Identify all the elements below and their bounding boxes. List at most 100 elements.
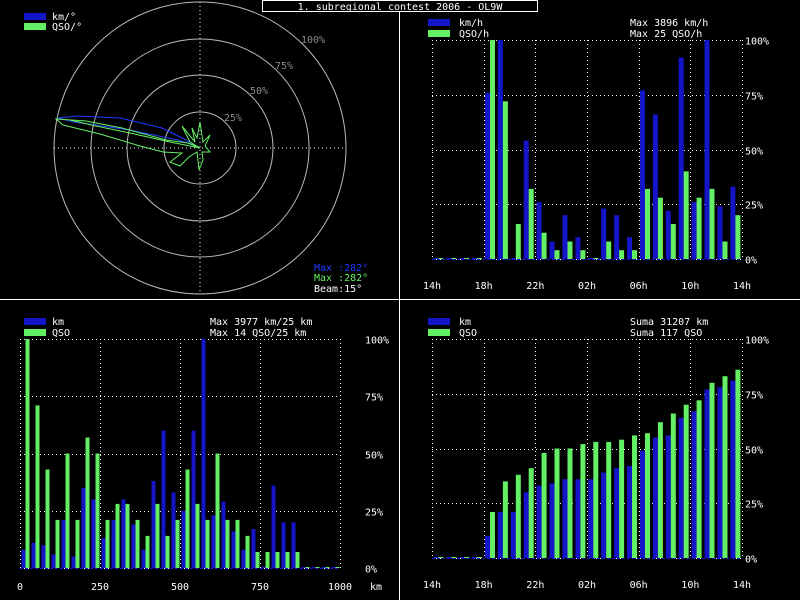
time-bar-qso bbox=[709, 188, 715, 259]
time-bar-qso bbox=[722, 241, 728, 259]
polar-legend-km-swatch bbox=[24, 13, 46, 20]
time-bar-qso bbox=[451, 258, 457, 259]
time-bar-km bbox=[575, 237, 581, 259]
time-bar-km bbox=[614, 215, 620, 259]
cumulative-y-tick-label: 75% bbox=[745, 391, 763, 402]
time-bar-km bbox=[497, 40, 503, 259]
time-bar-km bbox=[536, 202, 542, 259]
cumulative-bar-qso bbox=[645, 433, 650, 558]
distance-x-tick-label: 0 bbox=[17, 582, 23, 593]
cumulative-bar-km bbox=[549, 483, 555, 558]
cumulative-bar-qso bbox=[632, 435, 637, 558]
time-bar-km bbox=[523, 140, 529, 259]
time-bar-km bbox=[433, 258, 439, 259]
distance-bar-km bbox=[51, 554, 56, 568]
time-bar-qso bbox=[541, 232, 547, 259]
distance-bar-km bbox=[171, 492, 176, 568]
polar-ring-label-50: 50% bbox=[250, 86, 268, 97]
time-legend-qso-swatch bbox=[428, 30, 450, 37]
distance-bar-qso bbox=[295, 552, 300, 568]
time-stat-km: Max 3896 km/h bbox=[630, 18, 708, 29]
cumulative-y-tick-label: 50% bbox=[745, 446, 763, 457]
cumulative-y-tick-label: 25% bbox=[745, 500, 763, 511]
page-title: 1. subregional contest 2006 - OL9W bbox=[298, 2, 504, 13]
polar-legend-km: km/° bbox=[52, 12, 76, 23]
cumulative-bar-qso bbox=[528, 468, 534, 558]
cumulative-bar-qso bbox=[451, 557, 457, 558]
time-bar-qso bbox=[580, 250, 586, 259]
cumulative-bar-km bbox=[536, 485, 542, 558]
cumulative-stat-qso: Suma 117 QSO bbox=[630, 328, 702, 339]
distance-bar-km bbox=[291, 522, 296, 568]
cumulative-bar-km bbox=[472, 557, 477, 558]
distance-bar-km bbox=[71, 556, 76, 568]
distance-x-tick-label: 750 bbox=[251, 582, 269, 593]
time-bar-qso bbox=[735, 215, 741, 259]
time-x-tick-label: 10h bbox=[681, 281, 699, 292]
distance-bar-km bbox=[131, 524, 136, 568]
distance-bar-km bbox=[201, 339, 206, 568]
distance-y-tick-label: 0% bbox=[365, 565, 377, 576]
cumulative-bar-km bbox=[627, 466, 632, 558]
time-bar-km bbox=[652, 114, 658, 259]
cumulative-chart: km QSO Suma 31207 km Suma 117 QSO 0% 25% 5… bbox=[423, 317, 769, 591]
distance-bar-km bbox=[261, 567, 266, 568]
distance-bar-km bbox=[121, 499, 126, 568]
polar-ring-label-100: 100% bbox=[301, 35, 325, 46]
time-x-tick-label: 14h bbox=[733, 281, 751, 292]
distance-bar-km bbox=[301, 567, 306, 568]
time-x-tick-label: 22h bbox=[526, 281, 544, 292]
distance-bar-qso bbox=[325, 567, 330, 568]
distance-legend-km-swatch bbox=[24, 318, 46, 325]
time-bar-km bbox=[704, 40, 710, 259]
cumulative-bar-km bbox=[497, 512, 503, 558]
distance-bar-qso bbox=[35, 405, 40, 568]
polar-ring-1 bbox=[163, 111, 237, 185]
distance-x-tick-label: 500 bbox=[171, 582, 189, 593]
distance-bar-km bbox=[321, 567, 326, 568]
distance-bar-km bbox=[221, 501, 226, 568]
distance-bar-qso bbox=[95, 453, 100, 568]
distance-bar-km bbox=[241, 549, 246, 568]
polar-panel: km/° QSO/° 25% 50% 75% 100% Max :282° Ma… bbox=[24, 1, 368, 295]
time-bar-km bbox=[472, 258, 477, 259]
cumulative-bar-km bbox=[601, 472, 607, 558]
time-bar-km bbox=[665, 210, 671, 259]
cumulative-bar-km bbox=[652, 437, 658, 558]
cumulative-bar-km bbox=[588, 479, 594, 558]
distance-stat-qso: Max 14 QSO/25 km bbox=[210, 328, 306, 339]
cumulative-bar-qso bbox=[722, 376, 728, 558]
time-bar-qso bbox=[645, 188, 650, 259]
cumulative-legend-km-swatch bbox=[428, 318, 450, 325]
time-y-tick-label: 75% bbox=[745, 92, 763, 103]
cumulative-legend-km: km bbox=[459, 317, 471, 328]
cumulative-bar-km bbox=[678, 417, 684, 558]
cumulative-x-tick-label: 18h bbox=[475, 580, 493, 591]
distance-bar-qso bbox=[115, 503, 120, 568]
cumulative-chart-plot: 0% 25% 50% 75% 100% 14h 18h 22h 02h 06h 10h 14h bbox=[423, 336, 769, 592]
distance-bar-qso bbox=[265, 552, 270, 568]
distance-bar-km bbox=[151, 481, 156, 568]
time-chart: km/h QSO/h Max 3896 km/h Max 25 QSO/h 0%… bbox=[423, 18, 769, 292]
distance-bar-km bbox=[41, 545, 46, 568]
time-legend-km-swatch bbox=[428, 19, 450, 26]
distance-bar-qso bbox=[45, 469, 50, 568]
cumulative-bar-qso bbox=[567, 448, 573, 558]
distance-bar-km bbox=[181, 510, 186, 569]
distance-bar-qso bbox=[55, 519, 60, 568]
time-bar-qso bbox=[619, 250, 625, 259]
cumulative-bar-km bbox=[523, 492, 529, 558]
distance-bar-qso bbox=[225, 519, 230, 568]
time-chart-plot: 0% 25% 50% 75% 100% 14h 18h 22h 02h 06h 10h 14h bbox=[423, 37, 769, 293]
distance-bar-qso bbox=[315, 567, 320, 568]
distance-bar-qso bbox=[205, 519, 210, 568]
time-bar-qso bbox=[528, 188, 534, 259]
time-legend-km: km/h bbox=[459, 18, 483, 29]
cumulative-bar-qso bbox=[670, 413, 676, 558]
time-bar-km bbox=[459, 258, 465, 259]
distance-bar-qso bbox=[25, 339, 30, 568]
time-x-tick-label: 06h bbox=[630, 281, 648, 292]
time-x-tick-label: 14h bbox=[423, 281, 441, 292]
